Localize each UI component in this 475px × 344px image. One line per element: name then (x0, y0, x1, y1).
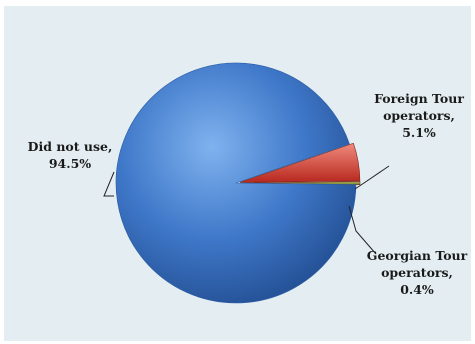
leader-line (348, 205, 377, 255)
leader-line (103, 171, 115, 197)
data-label-foreign-tour-operators: Foreign Tour operators, 5.1% (374, 91, 464, 140)
pie-slice-foreign-tour-operators (239, 142, 361, 183)
data-label-did-not-use: Did not use, 94.5% (28, 139, 113, 171)
pie-slice-georgian-tour-operators (239, 181, 361, 185)
pie-slice-did-not-use (115, 62, 357, 304)
pie-chart: Did not use, 94.5% Foreign Tour operators, 5… (28, 62, 468, 304)
chart-area: Did not use, 94.5% Foreign Tour operators, 5… (4, 6, 471, 341)
data-label-georgian-tour-operators: Georgian Tour operators, 0.4% (367, 248, 468, 297)
leader-line (354, 165, 390, 190)
